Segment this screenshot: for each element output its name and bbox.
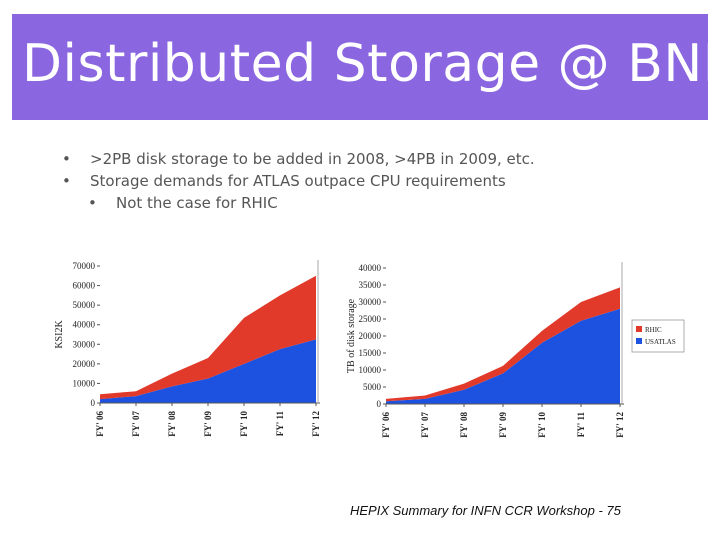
bullet-text-3: Not the case for RHIC bbox=[116, 194, 278, 212]
y-tick-label: 0 bbox=[377, 399, 382, 409]
y-tick-label: 5000 bbox=[363, 382, 382, 392]
x-tick-label: FY' 09 bbox=[498, 412, 508, 438]
bullet-text-2: Storage demands for ATLAS outpace CPU re… bbox=[90, 172, 506, 190]
y-tick-label: 20000 bbox=[359, 331, 382, 341]
y-tick-label: 0 bbox=[91, 398, 96, 408]
bullet-3: • Not the case for RHIC bbox=[88, 194, 278, 212]
bullet-1: • >2PB disk storage to be added in 2008,… bbox=[62, 150, 535, 168]
bullet-dot: • bbox=[88, 194, 97, 212]
title-banner: Distributed Storage @ BNL bbox=[12, 14, 720, 120]
legend-label-usatlas: USATLAS bbox=[645, 338, 676, 346]
x-tick-label: FY' 08 bbox=[459, 412, 469, 438]
y-tick-label: 40000 bbox=[359, 263, 382, 273]
x-tick-label: FY' 11 bbox=[275, 411, 285, 437]
bullet-2: • Storage demands for ATLAS outpace CPU … bbox=[62, 172, 506, 190]
x-tick-label: FY' 12 bbox=[311, 411, 321, 437]
y-tick-label: 35000 bbox=[359, 280, 382, 290]
series-area-rhic bbox=[100, 275, 316, 400]
x-tick-label: FY' 12 bbox=[615, 412, 625, 438]
y-tick-label: 10000 bbox=[359, 365, 382, 375]
y-axis-label: TB of disk storage bbox=[346, 298, 357, 373]
x-tick-label: FY' 07 bbox=[420, 412, 430, 438]
y-tick-label: 60000 bbox=[73, 281, 96, 291]
bullet-dot: • bbox=[62, 172, 71, 190]
x-tick-label: FY' 06 bbox=[381, 412, 391, 438]
y-tick-label: 10000 bbox=[73, 378, 96, 388]
y-tick-label: 30000 bbox=[359, 297, 382, 307]
y-tick-label: 30000 bbox=[73, 339, 96, 349]
y-tick-label: 40000 bbox=[73, 320, 96, 330]
y-tick-label: 50000 bbox=[73, 300, 96, 310]
bullet-dot: • bbox=[62, 150, 71, 168]
x-tick-label: FY' 08 bbox=[167, 411, 177, 437]
y-tick-label: 25000 bbox=[359, 314, 382, 324]
x-tick-label: FY' 11 bbox=[576, 412, 586, 438]
disk-storage-area-chart: 0 5000 10000 15000 20000 25000 30000 35000 40000… bbox=[346, 262, 685, 438]
chart-legend: RHIC USATLAS bbox=[631, 319, 685, 353]
y-tick-label: 15000 bbox=[359, 348, 382, 358]
y-tick-label: 70000 bbox=[73, 261, 96, 271]
series-area-usatlas bbox=[100, 339, 316, 403]
x-tick-label: FY' 06 bbox=[95, 411, 105, 437]
legend-box bbox=[631, 319, 685, 353]
legend-swatch-usatlas bbox=[636, 338, 642, 344]
legend-label-rhic: RHIC bbox=[645, 326, 662, 334]
x-tick-label: FY' 09 bbox=[203, 411, 213, 437]
legend-swatch-rhic bbox=[636, 326, 642, 332]
slide-footer: HEPIX Summary for INFN CCR Workshop - 75 bbox=[350, 503, 621, 518]
x-tick-label: FY' 07 bbox=[131, 411, 141, 437]
y-axis-label: KSI2K bbox=[54, 320, 65, 349]
x-tick-label: FY' 10 bbox=[537, 412, 547, 438]
series-area-usatlas bbox=[386, 308, 620, 404]
series-area-rhic bbox=[386, 287, 620, 402]
ksi2k-area-chart: 0 10000 20000 30000 40000 50000 60000 70000 FY' … bbox=[54, 260, 321, 437]
slide-title: Distributed Storage @ BNL bbox=[22, 34, 720, 94]
y-tick-label: 20000 bbox=[73, 359, 96, 369]
x-tick-label: FY' 10 bbox=[239, 411, 249, 437]
bullet-text-1: >2PB disk storage to be added in 2008, >… bbox=[90, 150, 535, 168]
